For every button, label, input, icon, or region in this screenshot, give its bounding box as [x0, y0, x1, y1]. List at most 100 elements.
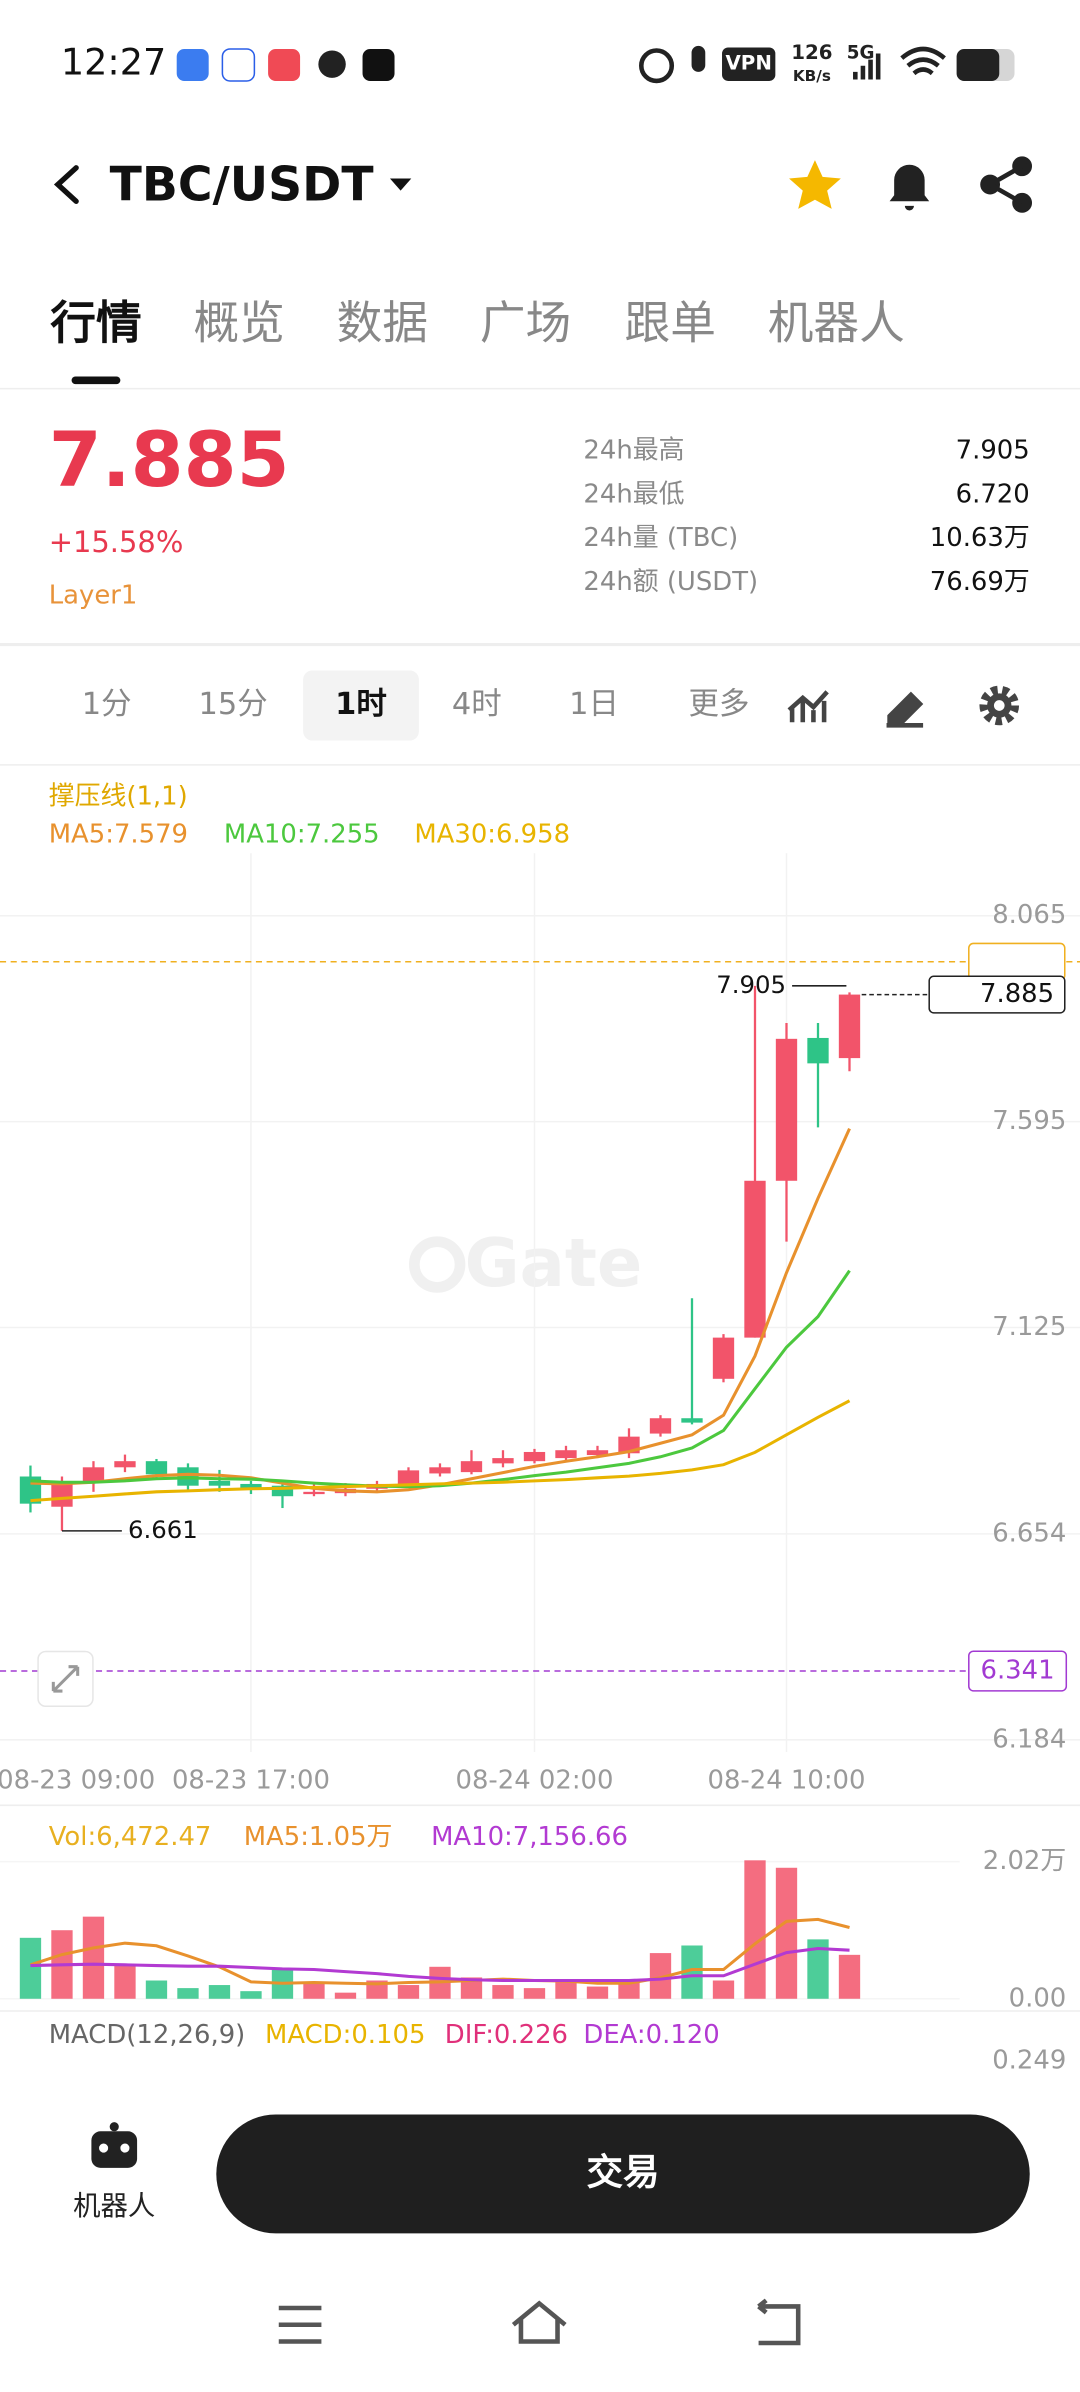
nav-menu[interactable]	[278, 2305, 322, 2344]
y-tick-label: 2.02万	[983, 1846, 1067, 1876]
tab[interactable]: 行情	[50, 297, 141, 350]
candle-body	[649, 1418, 672, 1434]
tab[interactable]: 数据	[337, 297, 428, 350]
y-tick-label: 0.00	[1009, 1983, 1067, 2013]
volume-bar	[397, 1985, 420, 1999]
tab[interactable]: 跟单	[625, 297, 716, 350]
trade-button[interactable]	[216, 2114, 1030, 2234]
battery-level	[956, 48, 1000, 81]
ma-line	[30, 1399, 851, 1503]
candle-body	[775, 1038, 798, 1181]
candle-body	[586, 1450, 609, 1456]
signal-icon	[853, 53, 881, 80]
candle-body	[82, 1467, 105, 1483]
vpn-badge	[722, 47, 776, 81]
back-button[interactable]	[53, 165, 79, 204]
candle-body	[397, 1470, 420, 1484]
share-button[interactable]	[980, 156, 1033, 213]
tab[interactable]: 概览	[193, 297, 284, 350]
candle-body	[51, 1482, 73, 1507]
interval-option[interactable]: 更多	[689, 687, 750, 722]
y-tick-label: 6.184	[992, 1724, 1066, 1754]
volume-legend: Vol:6,472.47	[49, 1822, 212, 1852]
candle-body	[838, 994, 861, 1059]
y-tick-label: 7.125	[992, 1312, 1066, 1342]
macd-legend: MACD:0.105	[265, 2020, 425, 2050]
ma-legend: MA30:6.958	[414, 819, 570, 849]
volume-bar	[681, 1945, 703, 1999]
volume-bar	[177, 1988, 199, 1999]
interval-option[interactable]: 1时	[335, 687, 387, 722]
interval-option[interactable]: 15分	[198, 687, 267, 722]
volume-bar	[460, 1977, 483, 1999]
stat-label: 24h最低	[583, 479, 684, 509]
draw-button[interactable]	[886, 691, 924, 728]
volume-bar	[649, 1953, 672, 1999]
stat-value: 6.720	[956, 479, 1030, 509]
candle-body	[555, 1450, 577, 1459]
candle-body	[114, 1461, 136, 1468]
interval-option[interactable]: 4时	[452, 687, 502, 722]
y-tick-label: 7.595	[992, 1106, 1066, 1136]
last-price: 7.885	[49, 415, 290, 504]
candle-body	[271, 1485, 294, 1497]
tab-indicator	[71, 376, 121, 385]
volume-bar	[492, 1985, 514, 1999]
alert-bell[interactable]	[889, 164, 930, 211]
interval-bar: 1分 15分 1时 4时 1日 更多	[82, 687, 750, 722]
fullscreen-icon	[51, 1665, 80, 1693]
volume-bar	[19, 1937, 42, 1999]
interval-option[interactable]: 1分	[82, 687, 132, 722]
nav-home[interactable]	[511, 2300, 567, 2344]
candle-body	[303, 1491, 325, 1495]
overlay-label: 撑压线(1,1)	[49, 781, 188, 811]
tab[interactable]: 广场	[480, 297, 571, 350]
x-tick-label: 08-24 10:00	[708, 1765, 866, 1795]
resistance-box	[968, 942, 1066, 981]
pair-dropdown[interactable]	[389, 178, 412, 191]
volume-bar	[712, 1980, 735, 1999]
volume-bar	[744, 1860, 766, 1999]
interval-selected-bg	[303, 670, 419, 741]
trade-label[interactable]: 交易	[586, 2150, 659, 2193]
app-icon	[221, 48, 256, 82]
net-speed-unit: KB/s	[793, 67, 831, 85]
wifi-icon	[900, 46, 946, 76]
stat-label: 24h量 (TBC)	[583, 523, 738, 553]
stat-label: 24h额 (USDT)	[583, 567, 758, 597]
nav-back[interactable]	[757, 2298, 801, 2346]
high-marker-label: 7.905	[716, 970, 786, 999]
candle-body	[240, 1483, 262, 1489]
macd-legend: DIF:0.226	[445, 2020, 568, 2050]
volume-bar	[807, 1939, 829, 1999]
candle-body	[460, 1461, 483, 1473]
interval-option[interactable]: 1日	[569, 687, 619, 722]
support-label: 6.341	[981, 1656, 1055, 1686]
robot-button[interactable]	[91, 2122, 138, 2168]
ma-legend: MA5:7.579	[49, 819, 188, 849]
x-tick-label: 08-24 02:00	[455, 1765, 613, 1795]
sector-tag[interactable]: Layer1	[49, 580, 138, 610]
y-tick-label: 0.249	[992, 2046, 1066, 2076]
volume-legend: MA10:7,156.66	[431, 1822, 628, 1852]
status-time: 12:27	[61, 41, 166, 84]
macd-legend: DEA:0.120	[583, 2020, 719, 2050]
last-price-box	[928, 975, 1066, 1014]
network-type: 5G	[847, 43, 875, 64]
ticker-stats: 24h最高 7.905 24h最低 6.720 24h量 (TBC) 10.63万 24h额…	[583, 436, 1029, 597]
volume-bar	[618, 1980, 640, 1999]
volume-ma-line	[29, 1917, 850, 1986]
low-marker-label: 6.661	[128, 1515, 198, 1544]
pair-title[interactable]: TBC/USDT	[110, 158, 374, 213]
candle-body	[523, 1451, 546, 1462]
favorite-star[interactable]	[789, 160, 841, 209]
settings-button[interactable]	[979, 685, 1020, 726]
tab[interactable]: 机器人	[768, 297, 905, 350]
indicator-button[interactable]	[787, 690, 829, 723]
robot-label[interactable]: 机器人	[73, 2191, 155, 2222]
vpn-text: VPN	[725, 52, 771, 75]
candle-body	[208, 1480, 231, 1486]
x-tick-label: 08-23 09:00	[0, 1765, 155, 1795]
volume-bar	[145, 1980, 168, 1999]
